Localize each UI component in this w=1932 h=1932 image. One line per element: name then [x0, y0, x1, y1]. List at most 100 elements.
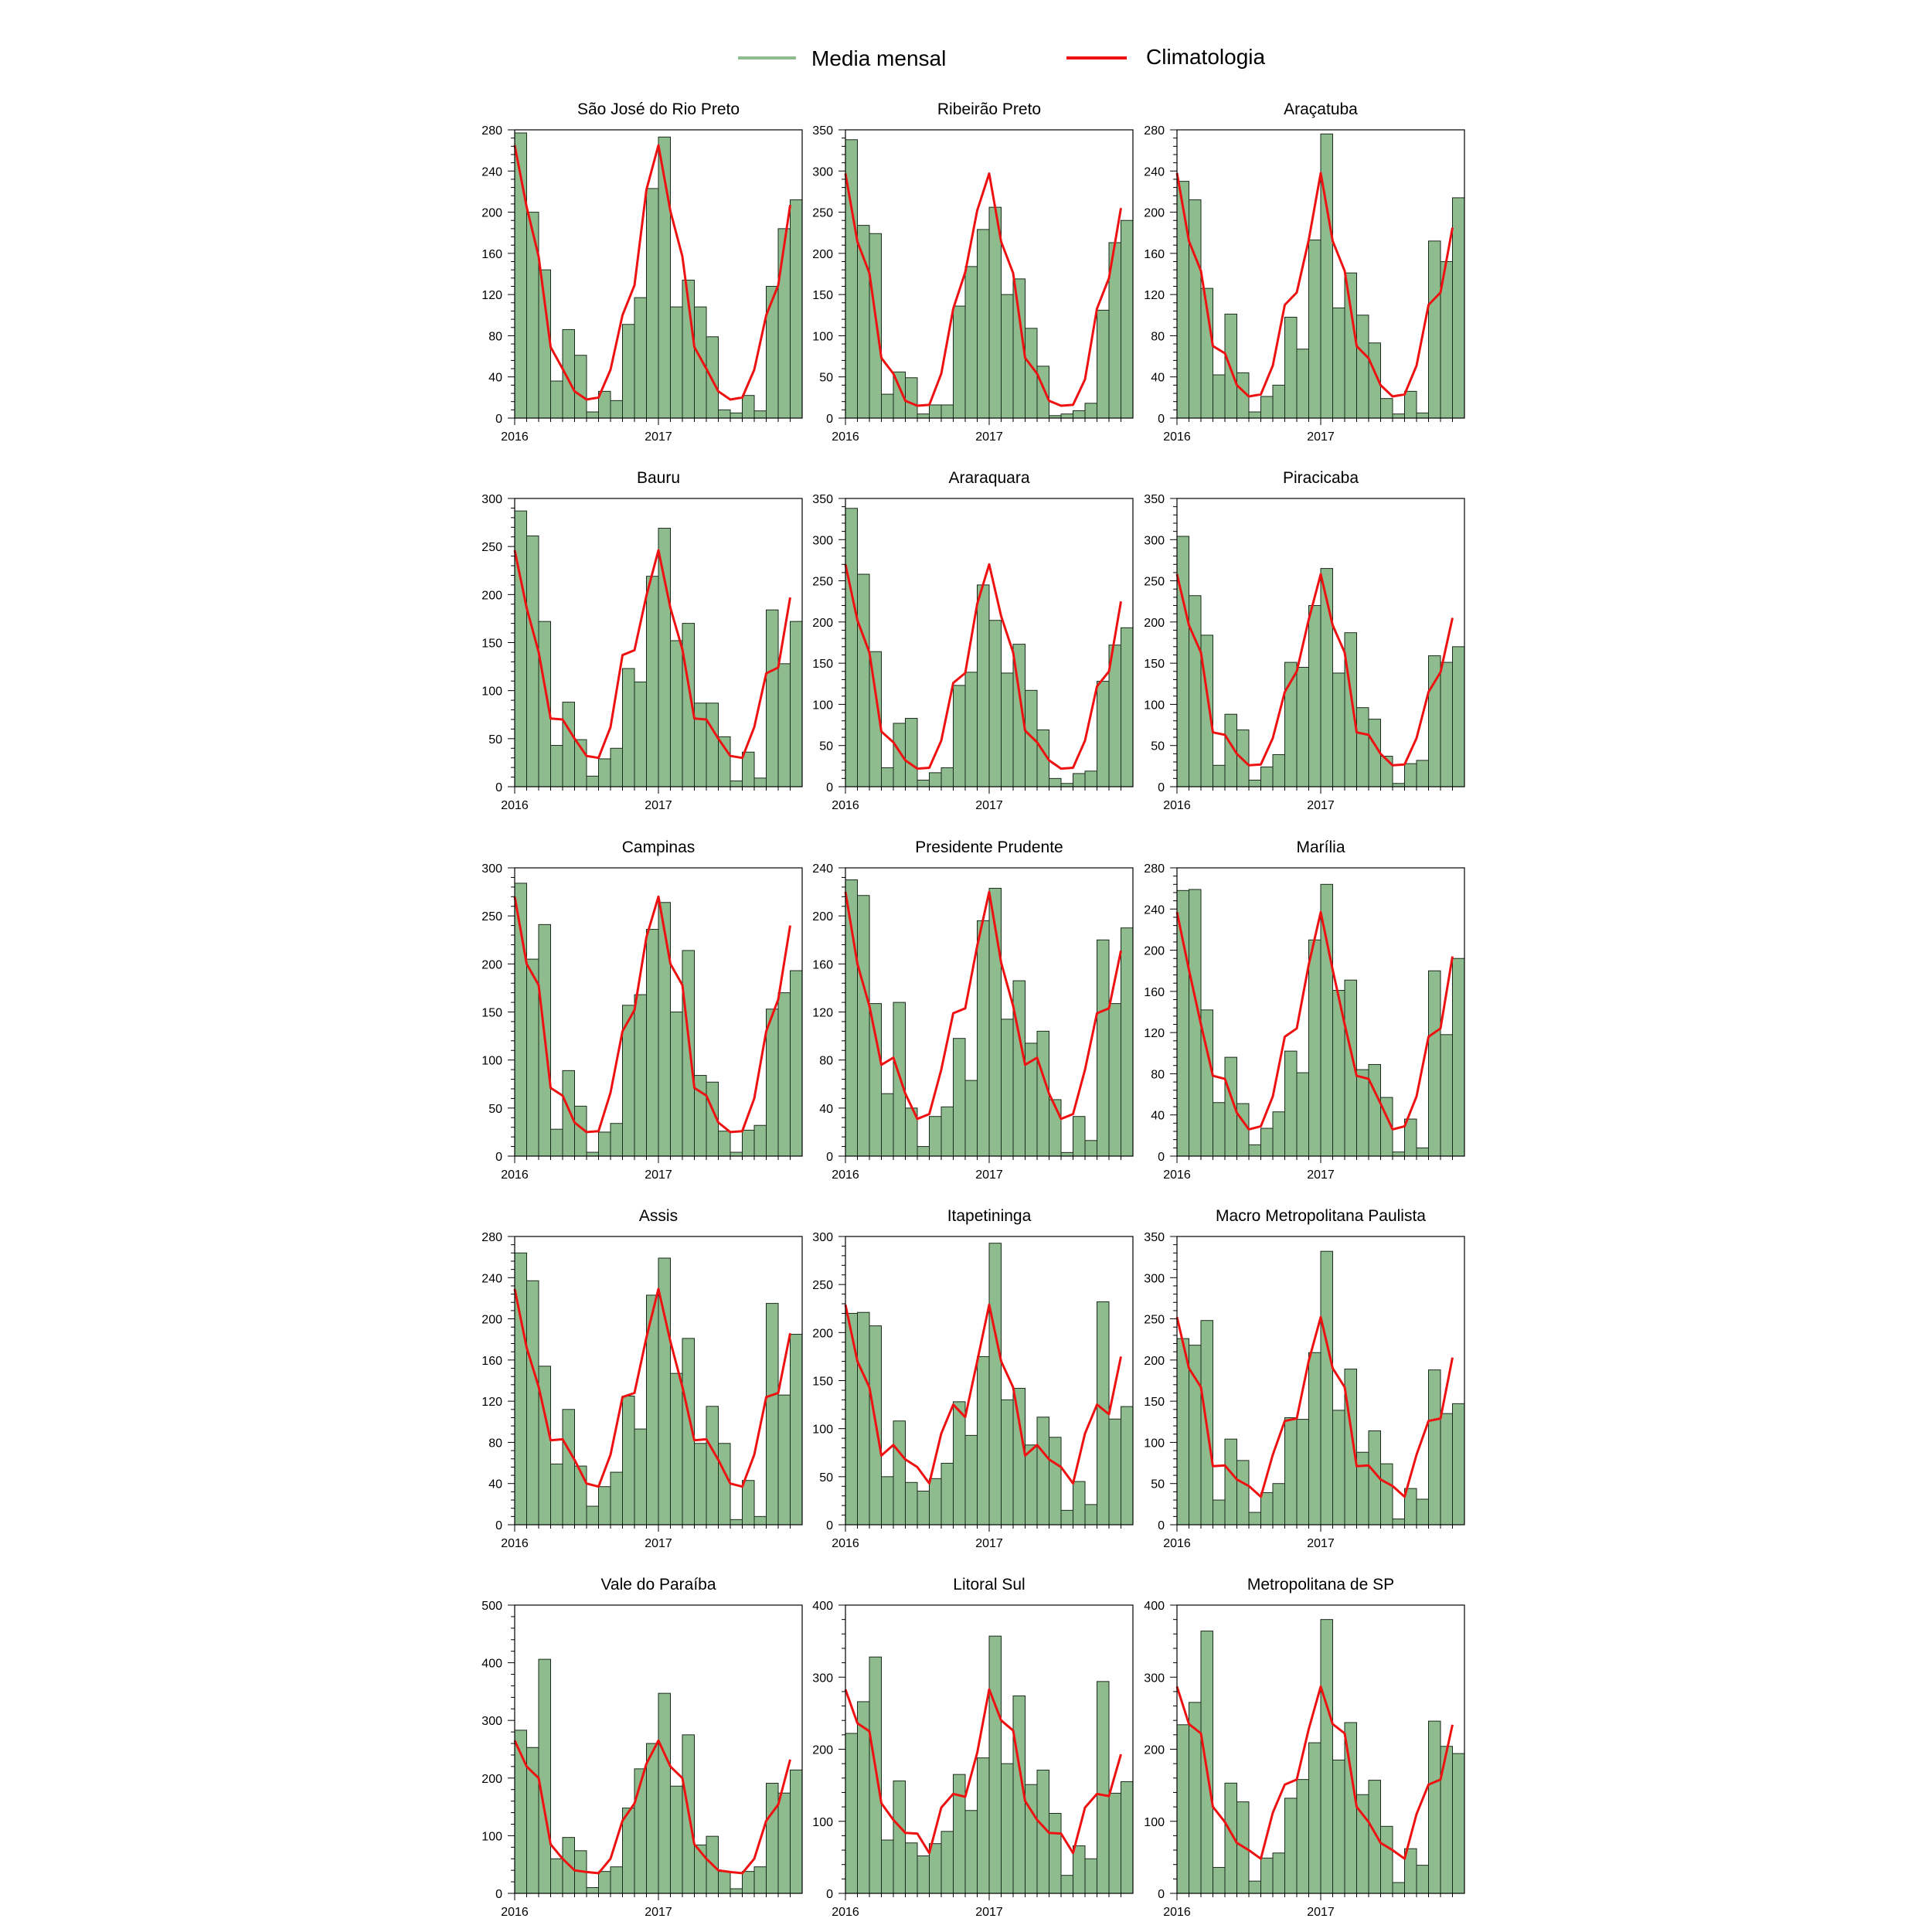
y-tick-label: 250 [481, 910, 502, 923]
bar [929, 404, 942, 419]
bar [766, 1303, 779, 1526]
y-tick-label: 0 [1158, 1151, 1165, 1164]
climatology-line [1175, 1685, 1454, 1860]
bar [1356, 1451, 1369, 1526]
y-tick-label: 80 [488, 330, 502, 343]
bar [845, 1312, 858, 1526]
bar [1213, 764, 1226, 787]
bar [598, 1871, 611, 1894]
bar [777, 1394, 791, 1526]
y-tick-label: 240 [1144, 165, 1165, 179]
y-tick-label: 0 [826, 781, 833, 794]
bar [1012, 1387, 1026, 1526]
bar [1392, 783, 1405, 787]
y-tick-label: 160 [1144, 248, 1165, 261]
bar [1260, 396, 1274, 419]
bar [658, 902, 671, 1157]
x-tick-label: 2016 [501, 1168, 529, 1182]
chart-panel-11: Itapetininga 0 50 100 150 200 250 300 2016 2017 [812, 1207, 1134, 1550]
y-tick-label: 0 [1158, 1888, 1165, 1901]
bar [777, 1792, 791, 1894]
bar [1368, 1780, 1381, 1894]
chart-panel-3: Araçatuba 0 40 80 120 160 200 240 280 2016 2017 [1144, 100, 1465, 444]
bar [1332, 307, 1345, 419]
bar [574, 1465, 587, 1526]
bar [845, 508, 858, 787]
x-tick-label: 2017 [645, 799, 672, 812]
bar [1189, 595, 1202, 787]
y-tick-label: 40 [1151, 1110, 1165, 1123]
y-tick-label: 150 [812, 658, 833, 671]
bar [964, 1810, 978, 1894]
bar [1260, 766, 1274, 787]
bar [706, 702, 719, 787]
bar [790, 621, 803, 787]
y-tick-label: 300 [812, 1231, 833, 1244]
bar [869, 1656, 882, 1894]
chart-panel-4: Bauru 0 50 100 150 200 250 300 2016 2017 [481, 469, 803, 812]
bar [1308, 939, 1321, 1157]
y-tick-label: 100 [812, 330, 833, 343]
bar [977, 229, 990, 419]
bar [1416, 1865, 1429, 1894]
bar [610, 1123, 623, 1157]
bar [670, 1372, 683, 1526]
x-tick-label: 2016 [832, 799, 859, 812]
bar [1097, 939, 1110, 1157]
y-tick-label: 120 [1144, 289, 1165, 302]
bar [1428, 1720, 1441, 1894]
bar [730, 1151, 743, 1157]
bar [1084, 770, 1097, 787]
y-tick-label: 100 [1144, 699, 1165, 712]
y-tick-label: 250 [812, 1279, 833, 1292]
y-tick-label: 50 [488, 1103, 502, 1116]
y-tick-label: 350 [812, 493, 833, 506]
bar [1356, 315, 1369, 419]
y-tick-label: 80 [1151, 330, 1165, 343]
bar [1248, 1880, 1261, 1894]
bar [1248, 411, 1261, 419]
bar [1392, 1151, 1405, 1157]
bar [550, 1128, 563, 1157]
y-tick-label: 300 [481, 493, 502, 506]
y-tick-label: 400 [812, 1600, 833, 1613]
bar [1025, 689, 1038, 787]
bar [1284, 1417, 1298, 1526]
bar [694, 1075, 707, 1157]
bar [1296, 1419, 1309, 1526]
bar [730, 1888, 743, 1894]
y-tick-label: 40 [1151, 372, 1165, 385]
bar [1213, 374, 1226, 419]
climatology-line [513, 1287, 791, 1488]
y-tick-label: 50 [488, 733, 502, 747]
bar [1404, 390, 1417, 419]
chart-title: Marília [1296, 838, 1345, 856]
x-tick-label: 2017 [645, 1168, 672, 1182]
bar [622, 1395, 635, 1526]
bar [753, 410, 767, 419]
bar [1176, 1338, 1189, 1526]
x-tick-label: 2017 [975, 1906, 1003, 1919]
y-tick-label: 200 [1144, 617, 1165, 630]
bar [550, 745, 563, 787]
x-tick-label: 2016 [832, 1906, 859, 1919]
bar [964, 266, 978, 419]
bar [1416, 1147, 1429, 1157]
y-tick-label: 50 [819, 372, 833, 385]
bar [766, 1009, 779, 1157]
bar [718, 1131, 731, 1157]
bar [1025, 1784, 1038, 1894]
bar [610, 747, 623, 787]
chart-title: Piracicaba [1283, 469, 1359, 487]
bar [953, 1774, 966, 1894]
y-tick-label: 200 [812, 1327, 833, 1340]
y-tick-label: 150 [1144, 658, 1165, 671]
y-tick-label: 200 [812, 910, 833, 923]
bar [857, 1311, 870, 1526]
bar [550, 1858, 563, 1894]
bar [1036, 366, 1049, 419]
bar [753, 777, 767, 787]
bar [953, 305, 966, 419]
bar [777, 663, 791, 787]
chart-panel-7: Campinas 0 50 100 150 200 250 300 2016 2017 [481, 838, 803, 1182]
